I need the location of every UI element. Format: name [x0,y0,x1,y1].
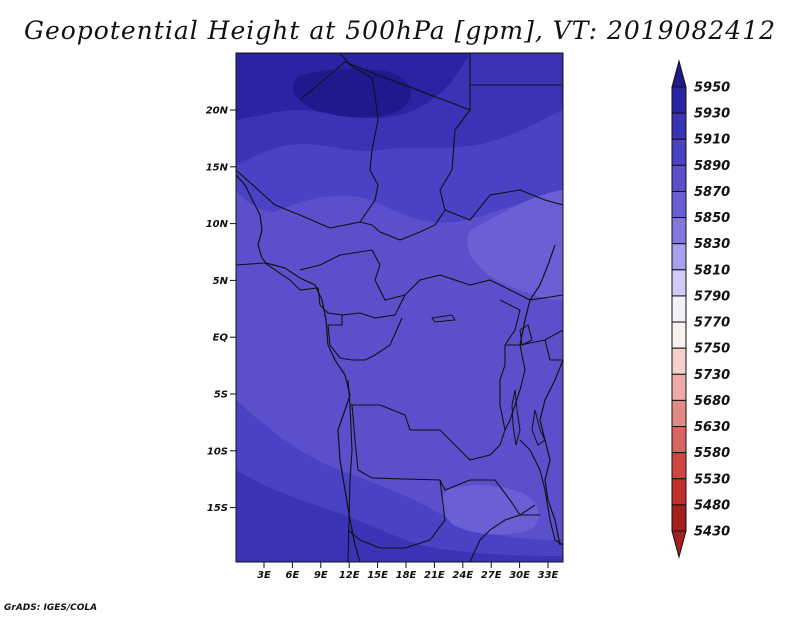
colorbar-segment [671,295,687,323]
colorbar-segment [671,426,687,454]
colorbar-label: 5770 [694,316,730,331]
lat-tick-label: EQ [213,333,229,344]
colorbar-label: 5680 [694,394,730,409]
lon-tick-label: 12E [339,570,360,581]
colorbar-label: 5910 [694,133,730,148]
contour-5850-southeast [441,485,539,535]
colorbar-label: 5870 [694,185,730,200]
lakes [431,314,546,446]
colorbar-segment [671,399,687,428]
lon-tick-label: 27E [481,570,502,581]
colorbar-segment [671,138,687,166]
lon-tick-label: 3E [257,570,271,581]
lat-tick-label: 5S [214,390,228,401]
lat-tick-label: 10N [206,219,229,230]
colorbar-label: 5750 [694,342,730,357]
lat-tick-label: 15N [206,162,229,173]
lat-tick-label: 10S [207,446,228,457]
country-borders [236,53,563,562]
lon-tick-label: 21E [424,570,445,581]
lon-tick-label: 18E [396,570,417,581]
colorbar-bottom-arrow [671,530,687,559]
lat-tick-label: 20N [206,106,229,117]
colorbar-label: 5830 [694,237,730,252]
coastline [236,174,563,562]
colorbar: 5950 5930 5910 5890 5870 5850 5830 5810 5790 5770… [671,59,730,559]
colorbar-label: 5580 [694,446,730,461]
colorbar-label: 5950 [694,81,730,96]
colorbar-label: 5850 [694,211,730,226]
lon-tick-label: 24E [452,570,473,581]
colorbar-segment [671,452,687,480]
latitude-axis: 20N 15N 10N 5N EQ 5S 10S 15S [206,106,236,514]
lon-tick-label: 30E [509,570,530,581]
colorbar-top-arrow [671,59,687,88]
map-frame [235,52,564,563]
colorbar-label: 5890 [694,159,730,174]
credit-label: GrADS: IGES/COLA [4,603,98,613]
colorbar-segment [671,478,687,506]
height-field [236,53,563,562]
colorbar-label: 5430 [694,525,730,540]
lon-tick-label: 9E [314,570,328,581]
lat-tick-label: 5N [213,276,229,287]
colorbar-segment [671,373,687,401]
contour-5850-east [467,190,563,300]
colorbar-segment [671,321,687,349]
colorbar-segment [671,269,687,297]
lat-tick-label: 15S [207,503,228,514]
colorbar-segment [671,112,687,140]
lon-tick-label: 15E [367,570,388,581]
lon-tick-label: 33E [538,570,559,581]
colorbar-segment [671,164,687,192]
colorbar-segment [671,243,687,271]
longitude-axis: 3E 6E 9E 12E 15E 18E 21E 24E 27E 30E 33E [257,562,559,581]
colorbar-segment [671,347,687,375]
colorbar-segment [671,86,687,114]
colorbar-label: 5810 [694,263,730,278]
colorbar-label: 5930 [694,107,730,122]
colorbar-segment [671,504,687,532]
colorbar-label: 5480 [694,498,730,513]
map-title: Geopotential Height at 500hPa [gpm], VT:… [23,16,777,45]
colorbar-segment [671,217,687,245]
contour-5910-south [236,470,563,562]
colorbar-label: 5790 [694,289,730,304]
colorbar-label: 5530 [694,472,730,487]
lon-tick-label: 6E [286,570,300,581]
colorbar-label: 5630 [694,420,730,435]
colorbar-label: 5730 [694,368,730,383]
colorbar-segment [671,190,687,219]
